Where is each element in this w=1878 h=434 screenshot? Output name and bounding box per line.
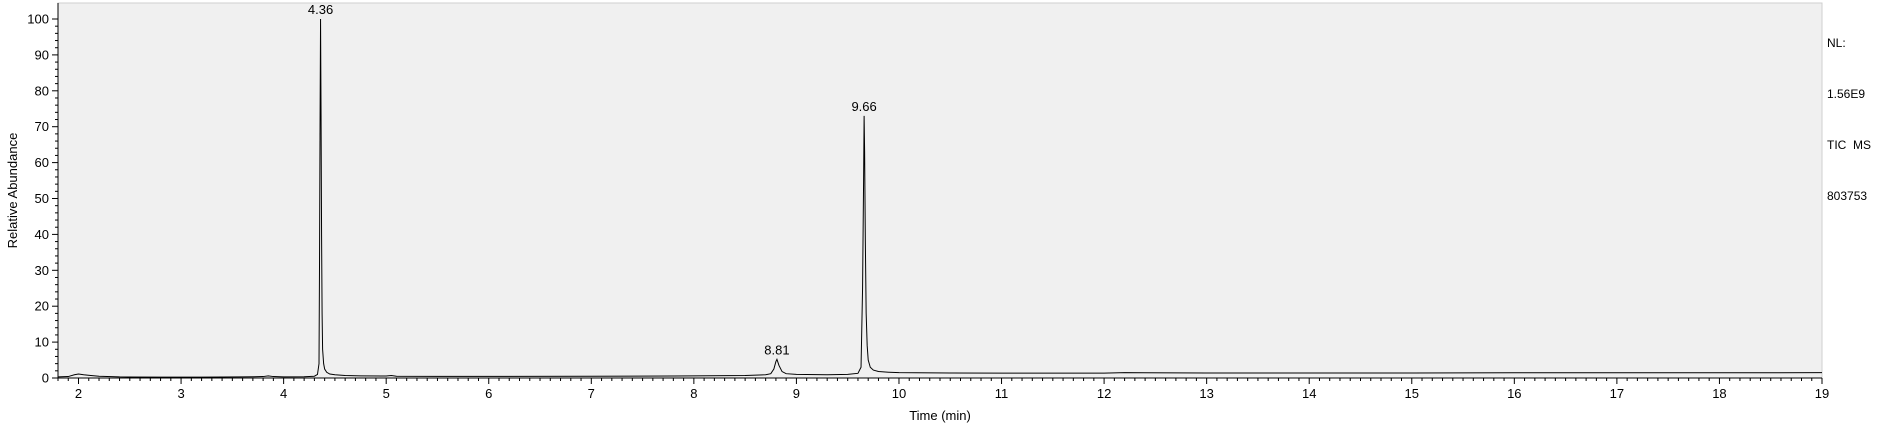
tic-trace: [57, 18, 1823, 378]
x-tick-label: 18: [1712, 386, 1726, 401]
peak-label: 9.66: [851, 99, 876, 114]
peak-labels: 4.36 8.81 9.66: [308, 2, 877, 357]
y-tick-label: 20: [35, 299, 49, 314]
sample-id: 803753: [1827, 189, 1868, 203]
x-tick-label: 6: [485, 386, 492, 401]
y-axis-title: Relative Abundance: [5, 133, 20, 249]
y-tick-label: 50: [35, 191, 49, 206]
scan-info: NL: 1.56E9 TIC MS 803753: [1827, 1, 1871, 222]
x-tick-label: 10: [892, 386, 906, 401]
y-tick-label: 10: [35, 335, 49, 350]
x-tick-label: 12: [1097, 386, 1111, 401]
y-tick-label: 80: [35, 83, 49, 98]
peak-label: 4.36: [308, 2, 333, 17]
x-tick-label: 7: [588, 386, 595, 401]
x-tick-label: 2: [75, 386, 82, 401]
y-tick-label: 40: [35, 227, 49, 242]
x-tick-label: 11: [995, 386, 1009, 401]
x-tick-label: 16: [1507, 386, 1521, 401]
scan-filter: TIC MS: [1827, 138, 1871, 152]
x-tick-label: 8: [690, 386, 697, 401]
y-tick-label: 60: [35, 155, 49, 170]
x-tick-label: 9: [793, 386, 800, 401]
y-tick-label: 0: [42, 371, 49, 386]
x-tick-label: 17: [1610, 386, 1624, 401]
x-axis-title: Time (min): [909, 408, 971, 423]
x-tick-label: 19: [1815, 386, 1829, 401]
y-tick-label: 100: [27, 12, 49, 27]
y-tick-label: 70: [35, 119, 49, 134]
x-tick-label: 5: [383, 386, 390, 401]
y-axis-ticks: 0 10 20 30 40 50 60 70 80 90 100: [27, 12, 58, 386]
y-tick-label: 90: [35, 47, 49, 62]
x-axis-ticks: 2 3 4 5 6 7 8 9 10 11 12 13 14 15 16 17 18 19: [57, 378, 1829, 401]
plot-area: [57, 2, 1823, 379]
x-tick-label: 14: [1302, 386, 1316, 401]
x-tick-label: 4: [280, 386, 287, 401]
nl-label: NL:: [1827, 36, 1846, 50]
y-tick-label: 30: [35, 263, 49, 278]
x-tick-label: 15: [1405, 386, 1419, 401]
nl-value: 1.56E9: [1827, 87, 1866, 101]
x-tick-label: 3: [177, 386, 184, 401]
peak-label: 8.81: [764, 342, 789, 357]
x-tick-label: 13: [1199, 386, 1213, 401]
